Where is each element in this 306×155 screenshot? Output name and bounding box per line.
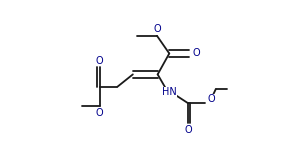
Text: HN: HN	[162, 87, 177, 97]
Text: O: O	[184, 125, 192, 135]
Text: O: O	[96, 108, 103, 118]
Text: O: O	[153, 24, 161, 34]
Text: O: O	[208, 94, 215, 104]
Text: O: O	[192, 49, 200, 58]
Text: O: O	[96, 56, 103, 66]
